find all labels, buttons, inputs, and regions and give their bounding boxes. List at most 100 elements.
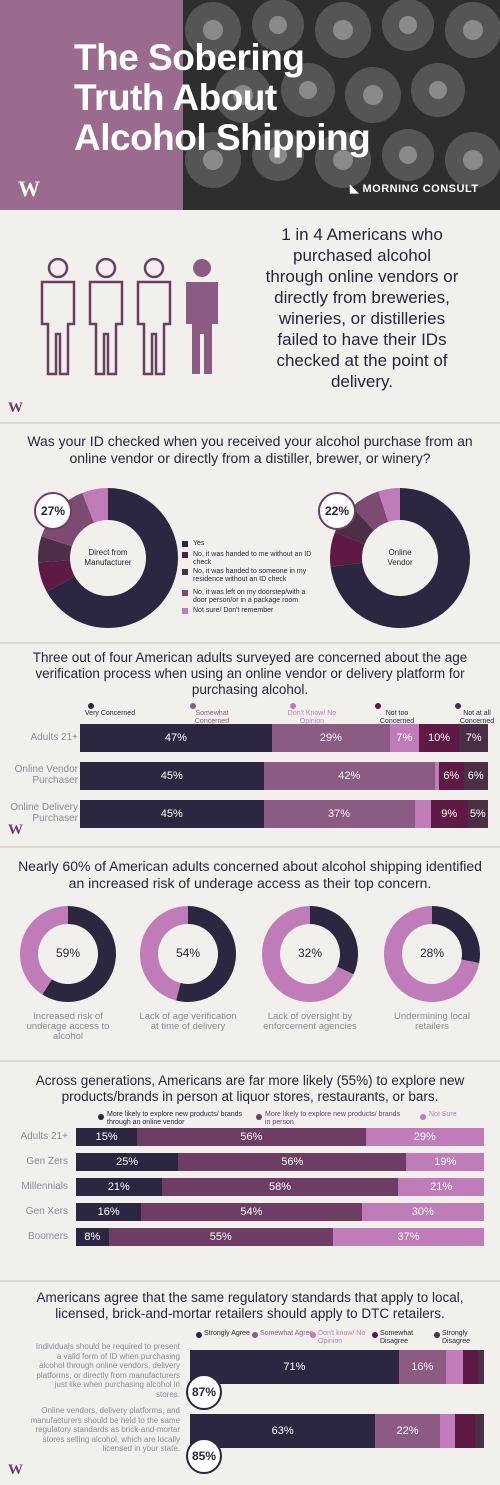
legend-dot [290, 703, 296, 709]
bar-segment: 10% [418, 724, 460, 752]
statement-text: Individuals should be required to presen… [35, 1342, 180, 1399]
legend-dot [196, 1332, 202, 1338]
bar-segment: 47% [80, 724, 272, 752]
brand-name: MORNING CONSULT [362, 183, 479, 195]
bar-segment: 45% [80, 800, 264, 828]
row-label: Gen Zers [26, 1156, 68, 1167]
bar-segment [439, 1414, 455, 1448]
donut-slice [42, 906, 116, 1002]
w-logo-icon: W [8, 1462, 23, 1478]
legend-label: No, it was handed to me without an ID ch… [193, 551, 312, 566]
concern-donut [384, 906, 480, 1002]
bar-segment [475, 1414, 484, 1448]
title-line: Alcohol Shipping [74, 117, 371, 158]
concern-title: Three out of four American adults survey… [32, 650, 468, 697]
donut-caption: Lack of oversight by enforcement agencie… [263, 1011, 357, 1032]
w-logo-icon: W [8, 400, 23, 416]
bar-segment [434, 762, 440, 790]
donut-slice [378, 488, 400, 522]
donut-slice [310, 906, 358, 975]
bar-segment [463, 1350, 479, 1384]
legend-swatch [182, 552, 188, 558]
hero-banner: The Sobering Truth About Alcohol Shippin… [0, 0, 500, 210]
donut-slice [432, 906, 480, 963]
donut-caption: Increased risk of underage access to alc… [26, 1011, 110, 1042]
donut-caption: Lack of age verification at time of deli… [139, 1011, 237, 1032]
row-label: Adults 21+ [30, 732, 78, 743]
legend-label: Not too Concerned [379, 710, 415, 725]
donut-slice [262, 906, 354, 1002]
legend-dot [256, 1114, 262, 1120]
bottles-photo [183, 0, 500, 210]
title-line: Truth About [74, 77, 277, 118]
legend-dot [434, 1332, 440, 1338]
people-icon [40, 258, 218, 376]
concern-donut [262, 906, 358, 1002]
legend-label: Don't Know/ No Opinion [287, 710, 337, 725]
bar-segment: 71% [190, 1350, 399, 1384]
legend-label: More likely to explore new products/ bra… [107, 1111, 243, 1126]
row-label: Online Vendor Purchaser [14, 764, 78, 786]
bar-segment: 16% [76, 1203, 142, 1221]
bar-row: 45% 42% 6% 6% [80, 762, 488, 790]
bar-segment: 6% [463, 762, 488, 790]
bottles-illustration [183, 0, 500, 210]
legend-label: More likely to explore new products/ bra… [265, 1111, 401, 1126]
legend-label: Not at all Concerned [459, 710, 495, 725]
legend-label: No, it was left on my doorstep/with a do… [193, 589, 306, 604]
callout-vendor: 22% [318, 492, 356, 530]
bar-segment: 55% [108, 1228, 334, 1246]
legend-label: Yes [193, 540, 205, 547]
title-line: The Sobering [74, 37, 305, 78]
row-label: Adults 21+ [20, 1131, 68, 1142]
donut-slice [176, 906, 236, 1002]
bar-segment: 58% [161, 1178, 399, 1196]
standards-title: Americans agree that the same regulatory… [36, 1290, 464, 1321]
divider [0, 422, 500, 424]
legend-dot [190, 703, 196, 709]
total-agree-badge: 87% [186, 1374, 222, 1410]
statement-text: Online vendors, delivery platforms, and … [30, 1406, 180, 1453]
legend-dot [88, 703, 94, 709]
bar-row: 47% 29% 7% 10% 7% [80, 724, 488, 752]
donut-value: 54% [175, 946, 201, 960]
divider [0, 1060, 500, 1062]
legend-swatch [182, 569, 188, 575]
legend-dot [375, 703, 381, 709]
divider [0, 846, 500, 848]
callout-direct: 27% [34, 492, 72, 530]
bar-segment: 19% [406, 1153, 484, 1171]
legend-dot [420, 1114, 426, 1120]
donut-direct-label: Direct from Manufacturer [84, 548, 132, 567]
legend-label: No, it was handed to someone in my resid… [193, 568, 307, 583]
legend-label: Don't know/ No Opinion [318, 1330, 366, 1345]
stat-section: 1 in 4 Americans who purchased alcohol t… [0, 212, 500, 422]
bar-segment: 56% [137, 1128, 366, 1146]
bar-row: 21% 58% 21% [76, 1178, 484, 1196]
bar-segment: 63% [190, 1414, 376, 1448]
legend-label: Strongly Disagree [442, 1330, 471, 1345]
bar-segment: 29% [271, 724, 391, 752]
divider [0, 1280, 500, 1282]
bar-segment: 15% [76, 1128, 138, 1146]
bar-segment: 7% [390, 724, 419, 752]
legend-swatch [182, 590, 188, 596]
bar-segment: 45% [80, 762, 264, 790]
bar-segment: 22% [375, 1414, 440, 1448]
bar-segment: 56% [178, 1153, 407, 1171]
legend-label: Somewhat Concerned [194, 710, 230, 725]
legend-dot [372, 1332, 378, 1338]
bar-segment [454, 1414, 476, 1448]
donut-value: 59% [55, 946, 81, 960]
bar-segment: 5% [467, 800, 488, 828]
bar-segment: 29% [365, 1128, 484, 1146]
donut-slice [20, 906, 68, 995]
bar-row: 45% 37% 9% 5% [80, 800, 488, 828]
morning-consult-logo: ◣ MORNING CONSULT [350, 182, 479, 195]
legend-label: Strongly Agree [204, 1330, 250, 1337]
legend-label: Somewhat Agree [260, 1330, 314, 1337]
bar-segment [478, 1350, 484, 1384]
donut-slice [352, 491, 389, 531]
legend-dot [310, 1332, 316, 1338]
legend-dot [455, 703, 461, 709]
